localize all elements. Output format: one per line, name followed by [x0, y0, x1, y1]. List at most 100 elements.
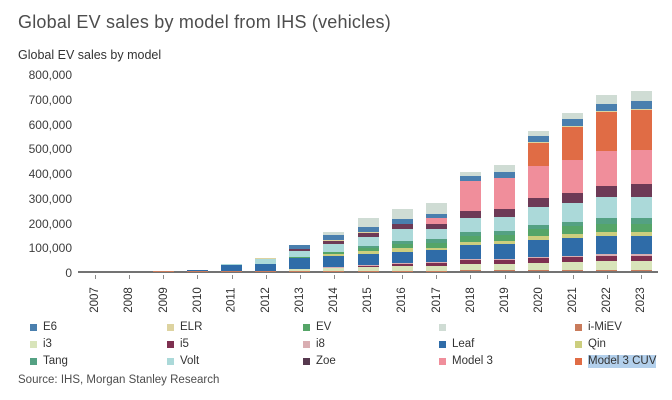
x-tick	[470, 275, 472, 279]
bar-stack	[323, 75, 345, 271]
bar-segment	[630, 231, 652, 236]
legend-item-zoe[interactable]: Zoe	[303, 354, 439, 368]
bar-segment	[357, 236, 379, 246]
bar-segment	[186, 270, 208, 271]
x-slot: 2021	[556, 275, 590, 319]
legend-item-e6[interactable]: E6	[30, 320, 167, 334]
x-slot: 2015	[351, 275, 385, 319]
legend-item-model-3[interactable]: Model 3	[439, 354, 575, 368]
bar-segment	[596, 260, 618, 270]
legend-item-unnamed[interactable]	[439, 320, 575, 334]
legend-label: Volt	[180, 354, 200, 367]
bar-segment	[630, 150, 652, 185]
bar-segment	[425, 202, 447, 215]
bar-segment	[528, 236, 550, 240]
bar-segment	[289, 258, 311, 270]
x-tick	[402, 275, 404, 279]
x-tick	[641, 275, 643, 279]
legend-label: i5	[180, 337, 189, 350]
legend-item-i8[interactable]: i8	[303, 337, 439, 351]
x-tick	[299, 275, 301, 279]
bar-segment	[528, 239, 550, 257]
bar-segment	[494, 241, 516, 245]
bar-segment	[596, 94, 618, 104]
bar-column-2010	[180, 75, 214, 271]
bar-segment	[630, 91, 652, 102]
bar-segment	[323, 235, 345, 241]
bar-stack	[289, 75, 311, 271]
bar-segment	[596, 223, 618, 232]
bar-segment	[459, 181, 481, 211]
bar-segment	[459, 260, 481, 265]
legend-item-model-3-cuv[interactable]: Model 3 CUV	[575, 354, 658, 368]
bar-segment	[357, 254, 379, 265]
legend-label: Tang	[43, 354, 68, 367]
bar-segment	[494, 164, 516, 172]
bar-stack	[528, 75, 550, 271]
bar-segment	[221, 265, 243, 271]
bar-segment	[630, 108, 652, 110]
bar-stack	[562, 75, 584, 271]
bar-segment	[425, 217, 447, 225]
legend-item-volt[interactable]: Volt	[167, 354, 303, 368]
bar-segment	[528, 131, 550, 137]
bar-segment	[289, 251, 311, 258]
bar-segment	[596, 197, 618, 219]
bar-segment	[289, 245, 311, 249]
bar-segment	[630, 218, 652, 224]
bar-column-2009	[146, 75, 180, 271]
bar-segment	[630, 269, 652, 271]
bar-segment	[562, 203, 584, 222]
bar-segment	[425, 214, 447, 218]
bar-segment	[459, 270, 481, 271]
x-tick	[129, 275, 131, 279]
bar-segment	[562, 257, 584, 262]
legend-item-i-miev[interactable]: i-MiEV	[575, 320, 658, 334]
legend-item-elr[interactable]: ELR	[167, 320, 303, 334]
legend-item-leaf[interactable]: Leaf	[439, 337, 575, 351]
legend-label: i8	[316, 337, 325, 350]
bar-segment	[562, 234, 584, 238]
x-slot: 2016	[385, 275, 419, 319]
x-tick	[231, 275, 233, 279]
bar-stack	[357, 75, 379, 271]
bar-segment	[630, 109, 652, 151]
bar-segment	[391, 251, 413, 263]
legend-label: Qin	[588, 337, 606, 350]
x-slot: 2007	[78, 275, 112, 319]
legend-item-i5[interactable]: i5	[167, 337, 303, 351]
bar-column-2020	[522, 75, 556, 271]
bar-segment	[425, 265, 447, 271]
y-tick-label: 100,000	[28, 241, 72, 256]
bar-segment	[391, 240, 413, 244]
legend-label: Leaf	[452, 337, 475, 350]
bar-segment	[391, 262, 413, 264]
x-tick	[606, 275, 608, 279]
bar-column-2022	[590, 75, 624, 271]
x-slot: 2009	[146, 275, 180, 319]
bar-segment	[528, 270, 550, 271]
legend-label: Model 3	[452, 354, 493, 367]
bar-segment	[528, 258, 550, 263]
bar-segment	[357, 227, 379, 233]
bar-segment	[494, 264, 516, 271]
x-tick-label: 2015	[362, 287, 375, 313]
y-tick-label: 300,000	[28, 191, 72, 206]
legend-item-tang[interactable]: Tang	[30, 354, 167, 368]
page-title: Global EV sales by model from IHS (vehic…	[18, 12, 391, 32]
bar-stack	[255, 75, 277, 271]
legend-item-ev[interactable]: EV	[303, 320, 439, 334]
bar-segment	[289, 249, 311, 252]
bar-segment	[528, 207, 550, 225]
x-axis: 2007 2008 2009 2010 2011 2012 2013 2014 2015 2016…	[78, 275, 658, 319]
legend-item-i3[interactable]: i3	[30, 337, 167, 351]
legend-label: E6	[43, 320, 58, 333]
bar-column-2015	[351, 75, 385, 271]
x-tick	[504, 275, 506, 279]
legend-label: Zoe	[316, 354, 336, 367]
legend-item-qin[interactable]: Qin	[575, 337, 658, 351]
bar-segment	[255, 257, 277, 259]
bar-segment	[357, 251, 379, 255]
legend-label: i3	[43, 337, 52, 350]
